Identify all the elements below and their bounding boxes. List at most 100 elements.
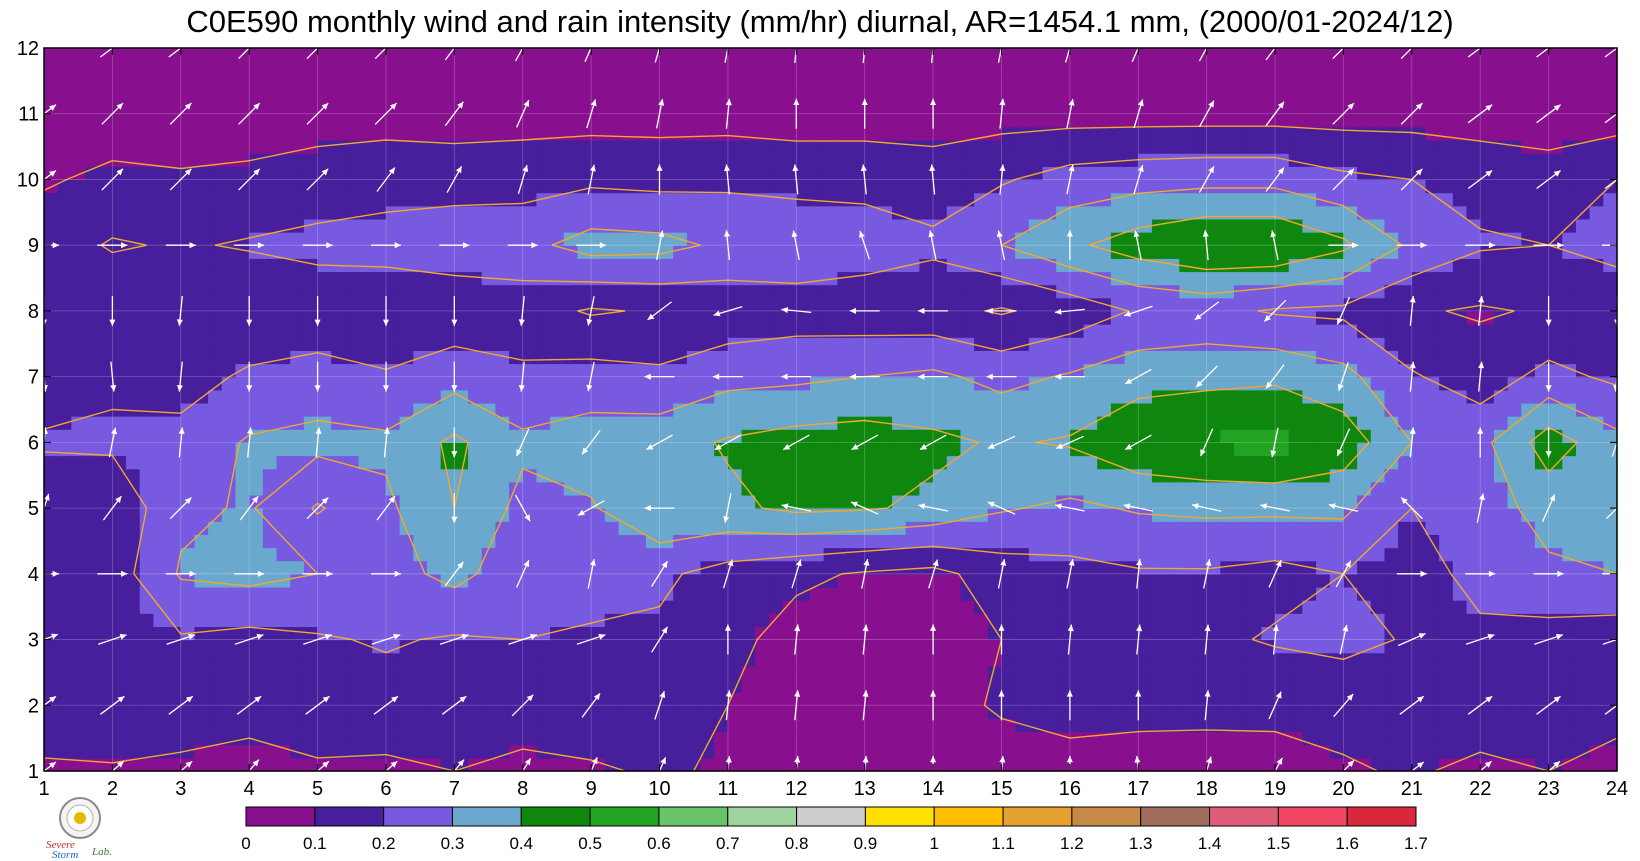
rain-cell	[372, 613, 387, 627]
rain-cell	[960, 547, 975, 562]
rain-cell	[768, 218, 784, 233]
rain-cell	[550, 205, 565, 220]
rain-cell	[331, 521, 346, 535]
rain-cell	[1452, 678, 1468, 693]
rain-cell	[755, 692, 770, 706]
rain-cell	[755, 534, 770, 549]
rain-cell	[139, 718, 155, 733]
rain-cell	[1179, 678, 1194, 693]
rain-cell	[1411, 416, 1427, 430]
rain-cell	[1001, 547, 1016, 562]
rain-cell	[809, 692, 825, 706]
rain-cell	[399, 731, 414, 746]
rain-cell	[1548, 626, 1563, 641]
rain-cell	[481, 560, 496, 575]
rain-cell	[85, 731, 100, 746]
rain-cell	[1206, 350, 1221, 365]
rain-cell	[303, 494, 319, 509]
rain-cell	[1452, 639, 1468, 654]
rain-cell	[809, 744, 825, 759]
rain-cell	[303, 692, 319, 706]
rain-cell	[796, 718, 811, 733]
rain-cell	[1138, 481, 1153, 496]
rain-cell	[741, 271, 756, 286]
rain-cell	[1192, 284, 1208, 299]
rain-cell	[536, 508, 551, 522]
rain-cell	[509, 468, 524, 483]
rain-cell	[1234, 718, 1249, 733]
rain-cell	[331, 731, 346, 746]
rain-cell	[1097, 508, 1112, 522]
rain-cell	[1562, 310, 1577, 325]
rain-cell	[468, 416, 483, 430]
rain-cell	[1316, 508, 1331, 522]
rain-cell	[905, 179, 921, 194]
rain-cell	[1261, 731, 1276, 746]
rain-cell	[1425, 508, 1440, 522]
rain-cell	[919, 350, 934, 365]
rain-cell	[1575, 705, 1591, 720]
rain-cell	[57, 179, 72, 194]
rain-cell	[85, 258, 100, 273]
rain-cell	[755, 297, 770, 312]
rain-cell	[1138, 442, 1153, 457]
rain-cell	[1042, 613, 1057, 627]
rain-cell	[1069, 245, 1085, 259]
rain-cell	[550, 258, 565, 273]
rain-cell	[1425, 297, 1440, 312]
rain-cell	[1151, 494, 1167, 509]
rain-cell	[1329, 586, 1345, 601]
rain-cell	[1247, 350, 1262, 365]
rain-cell	[139, 573, 155, 588]
rain-cell	[1603, 692, 1618, 706]
rain-cell	[468, 324, 483, 338]
rain-cell	[892, 665, 907, 680]
rain-cell	[358, 271, 373, 286]
rain-cell	[509, 731, 524, 746]
rain-cell	[71, 692, 86, 706]
rain-cell	[796, 389, 811, 404]
rain-cell	[1370, 757, 1386, 772]
rain-cell	[85, 757, 100, 772]
rain-cell	[208, 297, 223, 312]
rain-cell	[1192, 508, 1208, 522]
rain-cell	[440, 705, 455, 720]
rain-cell	[385, 337, 401, 351]
rain-cell	[1398, 455, 1413, 470]
rain-cell	[399, 205, 414, 220]
rain-cell	[1261, 757, 1276, 772]
rain-cell	[1589, 324, 1604, 338]
rain-cell	[851, 508, 866, 522]
rain-cell	[468, 613, 483, 627]
rain-cell	[1384, 310, 1399, 325]
rain-cell	[1288, 665, 1303, 680]
rain-cell	[1110, 363, 1126, 378]
rain-cell	[139, 337, 155, 351]
rain-cell	[933, 350, 948, 365]
rain-cell	[1015, 613, 1030, 627]
rain-cell	[1384, 600, 1399, 614]
rain-cell	[1110, 455, 1126, 470]
rain-cell	[399, 508, 414, 522]
rain-cell	[344, 613, 360, 627]
rain-cell	[1097, 678, 1112, 693]
rain-cell	[1316, 324, 1331, 338]
rain-cell	[262, 639, 278, 654]
rain-cell	[44, 534, 59, 549]
rain-cell	[563, 573, 579, 588]
rain-cell	[1575, 521, 1591, 535]
rain-cell	[1466, 731, 1481, 746]
rain-cell	[796, 179, 811, 194]
rain-cell	[317, 271, 332, 286]
rain-cell	[372, 757, 387, 772]
rain-cell	[1138, 613, 1153, 627]
rain-cell	[673, 468, 688, 483]
rain-cell	[1220, 718, 1235, 733]
rain-cell	[837, 232, 852, 246]
rain-cell	[153, 731, 168, 746]
rain-cell	[522, 429, 538, 443]
rain-cell	[1575, 297, 1591, 312]
rain-cell	[331, 652, 346, 667]
rain-cell	[468, 639, 483, 654]
rain-cell	[358, 573, 373, 588]
